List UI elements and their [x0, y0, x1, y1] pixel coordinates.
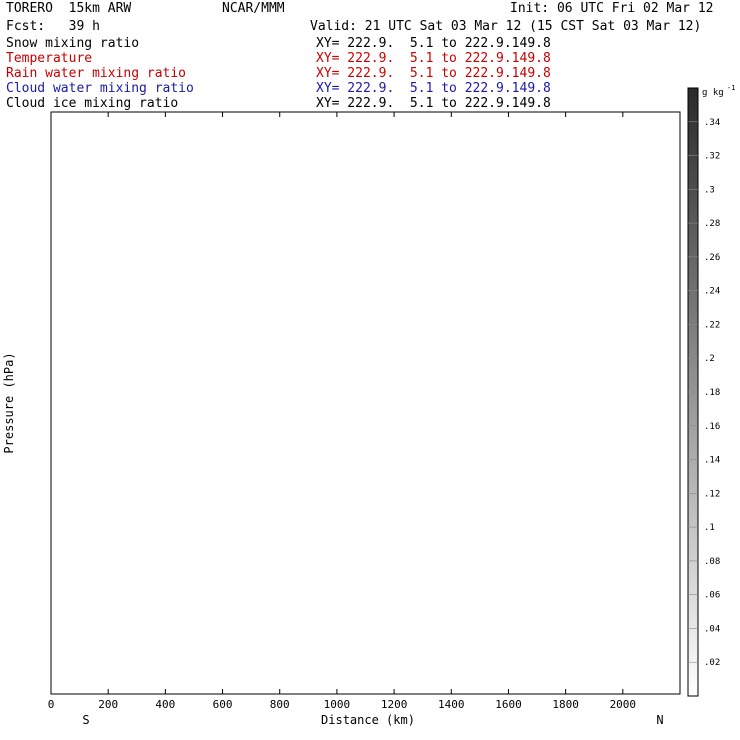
colorbar-tick-label: .1 — [704, 523, 715, 533]
colorbar-tick-label: .28 — [704, 219, 720, 229]
x-axis-title: Distance (km) — [321, 713, 415, 727]
legend-label: Snow mixing ratio — [6, 36, 140, 51]
x-tick-label: 1600 — [495, 698, 522, 711]
north-label: N — [656, 713, 663, 727]
colorbar-tick-label: .12 — [704, 489, 720, 499]
x-tick-label: 1000 — [324, 698, 351, 711]
x-tick-label: 600 — [213, 698, 233, 711]
x-tick-label: 1400 — [438, 698, 465, 711]
colorbar-unit: g kg — [702, 88, 724, 98]
south-label: S — [82, 713, 89, 727]
colorbar-tick-label: .16 — [704, 422, 720, 432]
legend-label: Cloud water mixing ratio — [6, 81, 194, 96]
colorbar-tick-label: .02 — [704, 658, 720, 668]
x-tick-label: 400 — [155, 698, 175, 711]
colorbar-tick-label: .2 — [704, 354, 715, 364]
y-axis-title: Pressure (hPa) — [2, 352, 16, 453]
legend-cross-section-coords: XY= 222.9. 5.1 to 222.9.149.8 — [316, 51, 551, 66]
colorbar-tick-label: .22 — [704, 320, 720, 330]
x-tick-label: 1200 — [381, 698, 408, 711]
x-tick-label: 800 — [270, 698, 290, 711]
colorbar-tick-label: .18 — [704, 388, 720, 398]
colorbar: .02 .04 .06 .08 .1 .12 .14 .16 .18 .2 .22 .24 .26 .28… — [687, 84, 735, 697]
colorbar-tick-label: .24 — [704, 287, 720, 297]
x-tick-label: 2000 — [610, 698, 637, 711]
colorbar-unit-exponent: -1 — [727, 84, 735, 92]
axes: 0200400600800100012001400160018002000200… — [2, 112, 664, 727]
init-time: Init: 06 UTC Fri 02 Mar 12 — [510, 1, 714, 16]
legend-cross-section-coords: XY= 222.9. 5.1 to 222.9.149.8 — [316, 36, 551, 51]
x-tick-label: 200 — [98, 698, 118, 711]
legend-label: Rain water mixing ratio — [6, 66, 187, 81]
colorbar-tick-label: .06 — [704, 591, 720, 601]
colorbar-tick-label: .3 — [704, 185, 715, 195]
x-tick-label: 1800 — [552, 698, 579, 711]
model-label: TORERO 15km ARW — [6, 1, 132, 16]
colorbar-tick-label: .26 — [704, 253, 720, 263]
colorbar-tick-label: .04 — [704, 624, 720, 634]
legend-label: Cloud ice mixing ratio — [6, 96, 179, 111]
x-tick-label: 0 — [48, 698, 55, 711]
valid-time: Valid: 21 UTC Sat 03 Mar 12 (15 CST Sat … — [310, 19, 702, 34]
forecast-hour: Fcst: 39 h — [6, 19, 100, 34]
colorbar-tick-label: .14 — [704, 456, 720, 466]
legend-label: Temperature — [6, 51, 93, 66]
colorbar-tick-label: .32 — [704, 152, 720, 162]
legend-cross-section-coords: XY= 222.9. 5.1 to 222.9.149.8 — [316, 81, 551, 96]
org-label: NCAR/MMM — [222, 1, 285, 16]
legend-cross-section-coords: XY= 222.9. 5.1 to 222.9.149.8 — [316, 66, 551, 81]
plot-frame — [50, 111, 681, 695]
legend-cross-section-coords: XY= 222.9. 5.1 to 222.9.149.8 — [316, 96, 551, 111]
colorbar-tick-label: .34 — [704, 118, 720, 128]
colorbar-tick-label: .08 — [704, 557, 720, 567]
